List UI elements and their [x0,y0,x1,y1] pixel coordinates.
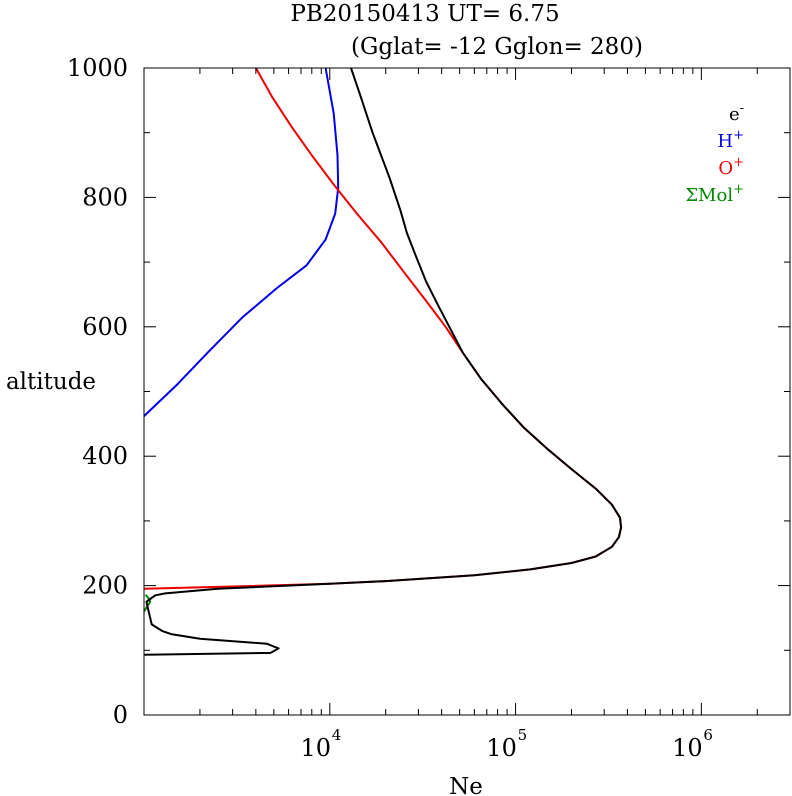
legend-entry: ΣMol+ [685,182,744,206]
legend: e- H+ O+ ΣMol+ [685,101,744,206]
legend-entry: H+ [717,128,744,152]
legend-entry: O+ [718,155,744,179]
y-tick-label: 200 [82,572,128,600]
y-tick-label: 600 [82,313,128,341]
series-line-3 [143,594,152,613]
chart-title: PB20150413 UT= 6.75 [290,1,559,27]
ticks-layer [143,67,791,716]
legend-entry: e- [729,101,744,125]
y-tick-label: 0 [113,701,128,729]
series-line-2 [143,67,623,590]
chart-subtitle: (Gglat= -12 Gglon= 280) [351,34,643,60]
y-tick-label: 1000 [67,54,128,82]
x-tick-label-exponent: 4 [332,726,342,744]
x-tick-label-exponent: 5 [518,726,528,744]
plot-frame [143,67,791,716]
x-tick-label: 10 [301,734,332,762]
x-tick-label-exponent: 6 [703,726,713,744]
series-layer [143,67,623,656]
x-tick-label: 10 [672,734,703,762]
y-tick-label: 400 [82,442,128,470]
y-axis-label: altitude [6,369,96,395]
series-line-1 [143,67,340,417]
series-line-0 [143,67,623,656]
x-tick-label: 10 [486,734,517,762]
y-tick-label: 800 [82,183,128,211]
x-axis-label: Ne [449,774,483,796]
